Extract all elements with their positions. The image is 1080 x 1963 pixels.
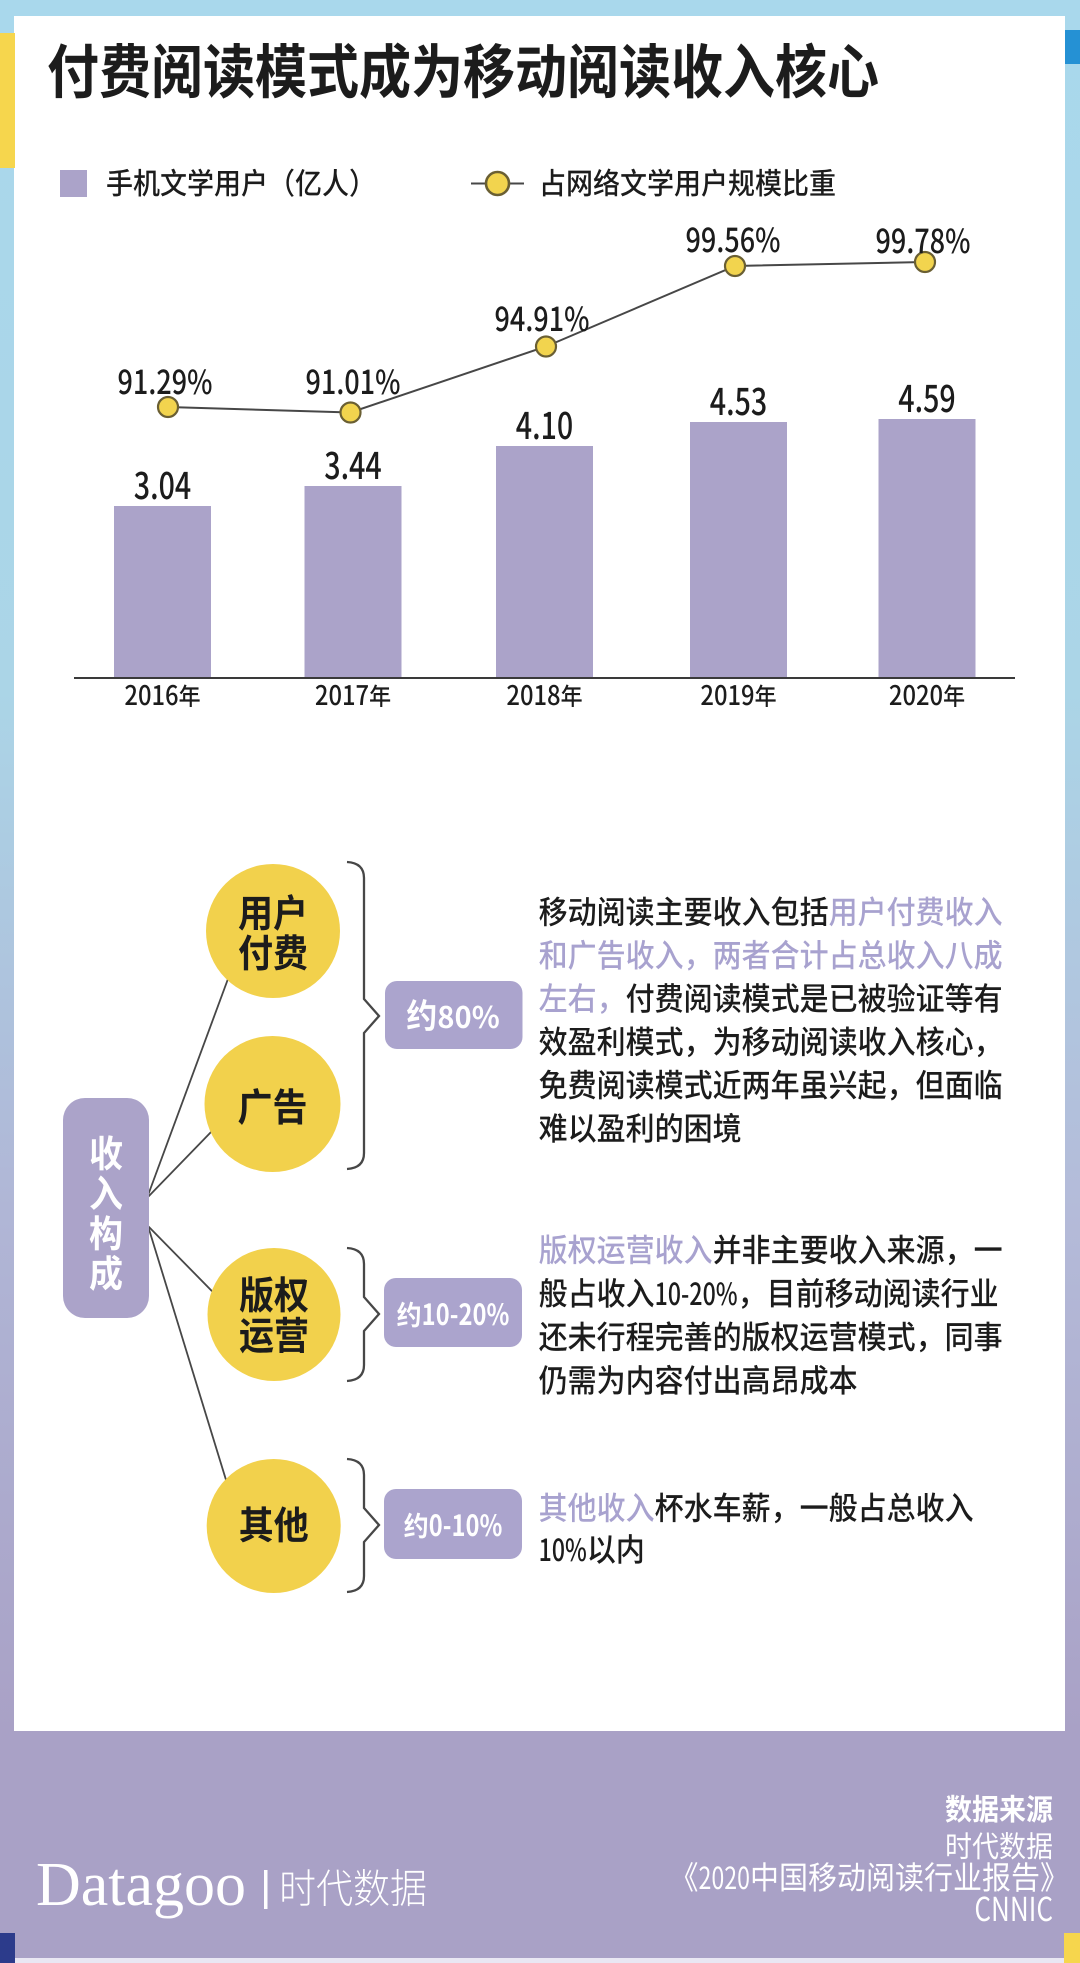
svg-text:Datagoo: Datagoo (36, 1851, 246, 1919)
